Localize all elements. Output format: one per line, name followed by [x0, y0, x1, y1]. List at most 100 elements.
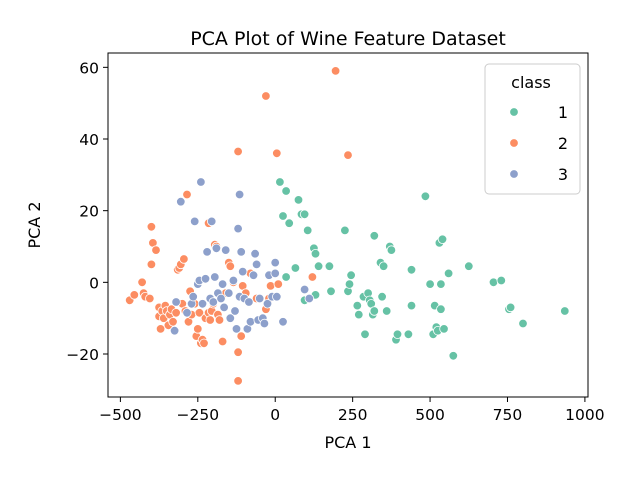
points-layer	[124, 66, 570, 386]
point-class-3	[244, 297, 254, 307]
point-class-3	[270, 257, 280, 268]
x-tick-label: −500	[99, 406, 142, 424]
point-class-3	[304, 293, 315, 304]
x-tick-label: 0	[270, 406, 280, 424]
point-class-2	[236, 331, 246, 341]
point-class-1	[299, 209, 310, 220]
point-class-1	[378, 261, 389, 271]
point-class-3	[228, 275, 239, 286]
point-class-1	[310, 248, 321, 259]
point-class-1	[290, 263, 301, 273]
y-tick-label: 0	[89, 274, 99, 292]
point-class-1	[278, 211, 288, 221]
point-class-1	[281, 186, 291, 196]
point-class-1	[340, 225, 350, 236]
point-class-2	[272, 148, 282, 159]
legend-marker	[509, 169, 519, 179]
point-class-1	[406, 300, 417, 311]
point-class-2	[205, 315, 215, 325]
y-tick-label: 20	[79, 203, 99, 221]
point-class-2	[273, 279, 284, 289]
point-class-1	[464, 261, 474, 271]
point-class-3	[188, 292, 198, 302]
point-class-2	[168, 317, 178, 327]
point-class-2	[233, 347, 243, 357]
point-class-3	[176, 196, 186, 207]
point-class-2	[233, 376, 243, 386]
point-class-2	[214, 315, 225, 325]
point-class-1	[326, 286, 336, 297]
point-class-3	[189, 216, 200, 227]
x-tick-label: 1000	[565, 406, 604, 424]
legend-item-1: 1	[509, 103, 568, 122]
point-class-1	[293, 195, 304, 205]
point-class-1	[382, 306, 392, 316]
point-class-1	[505, 302, 516, 313]
point-class-1	[369, 231, 380, 241]
point-class-1	[275, 177, 285, 187]
point-class-1	[436, 304, 446, 314]
point-class-3	[210, 272, 220, 282]
point-class-2	[343, 150, 353, 160]
point-class-1	[313, 261, 324, 271]
legend-box	[484, 63, 581, 195]
point-class-3	[224, 288, 234, 298]
point-class-2	[155, 324, 166, 334]
point-class-3	[233, 223, 243, 234]
y-axis: −20 0 20 40 60	[66, 59, 108, 364]
point-class-1	[420, 191, 431, 202]
point-class-1	[560, 306, 570, 316]
point-class-3	[259, 318, 270, 329]
point-class-1	[448, 351, 459, 361]
point-class-3	[211, 243, 222, 254]
point-class-3	[250, 248, 260, 259]
point-class-3	[270, 268, 280, 279]
legend-label: 2	[558, 134, 568, 153]
point-class-3	[208, 297, 219, 307]
x-tick-label: 250	[338, 406, 368, 424]
legend-marker	[509, 107, 519, 117]
point-class-1	[303, 225, 313, 236]
point-class-3	[220, 245, 231, 255]
point-class-3	[299, 284, 310, 295]
point-class-1	[354, 309, 364, 320]
point-class-1	[386, 245, 397, 255]
point-class-1	[360, 329, 370, 340]
point-class-1	[488, 277, 499, 288]
x-tick-label: 500	[415, 406, 445, 424]
y-tick-label: 40	[79, 131, 99, 149]
y-axis-label: PCA 2	[25, 201, 44, 248]
point-class-3	[171, 297, 181, 307]
point-class-3	[216, 293, 226, 304]
y-tick-label: −20	[66, 346, 99, 364]
legend-label: 1	[558, 103, 568, 122]
legend: class 1 2 3	[484, 63, 581, 195]
point-class-1	[369, 306, 380, 316]
point-class-1	[392, 329, 403, 340]
point-class-3	[237, 266, 248, 277]
point-class-3	[262, 299, 273, 309]
point-class-3	[206, 216, 217, 227]
point-class-3	[236, 247, 246, 257]
legend-title: class	[511, 73, 551, 92]
point-class-3	[225, 313, 236, 323]
point-class-2	[193, 324, 203, 334]
point-class-1	[436, 279, 446, 289]
point-class-2	[307, 272, 318, 282]
point-class-2	[145, 293, 155, 304]
legend-marker	[509, 138, 519, 148]
point-class-3	[278, 317, 288, 327]
point-class-3	[231, 324, 242, 334]
point-class-2	[171, 308, 181, 318]
point-class-1	[443, 268, 454, 279]
point-class-1	[403, 329, 414, 340]
point-class-2	[137, 277, 147, 288]
point-class-3	[197, 299, 208, 309]
x-axis: −500 −250 0 250 500 750 1000	[99, 397, 605, 424]
point-class-3	[230, 306, 240, 316]
point-class-1	[496, 275, 507, 286]
point-class-3	[182, 308, 192, 318]
point-class-1	[346, 270, 356, 280]
point-class-1	[344, 279, 355, 289]
